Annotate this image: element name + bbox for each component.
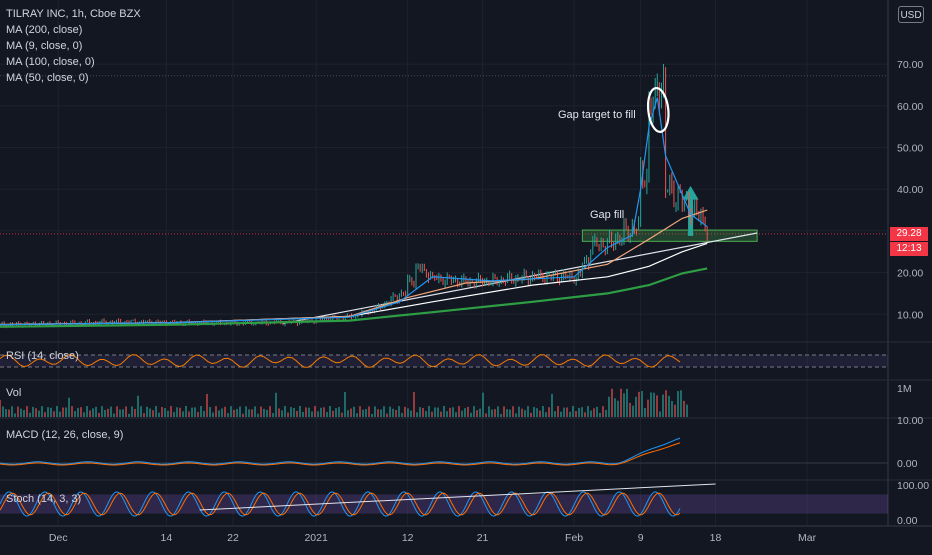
y-tick-label: 10.00 <box>897 309 923 321</box>
stoch-tick-label: 0.00 <box>897 515 918 527</box>
legend-ma-100[interactable]: MA (100, close, 0) <box>6 56 95 68</box>
price-pane: Gap target to fill Gap fill <box>0 63 888 329</box>
x-tick-label: 14 <box>161 532 173 544</box>
ma-line <box>0 97 708 326</box>
x-tick-label: 2021 <box>304 532 328 544</box>
stoch-trendline <box>199 483 716 511</box>
gap-target-annotation: Gap target to fill <box>558 109 636 121</box>
ma-line <box>0 209 708 325</box>
rsi-pane <box>0 354 888 368</box>
legend-ma-200[interactable]: MA (200, close) <box>6 24 83 36</box>
x-tick-label: Feb <box>565 532 583 544</box>
bar-countdown-badge: 12:13 <box>890 242 928 256</box>
stoch-tick-label: 100.00 <box>897 480 929 492</box>
x-tick-label: 9 <box>638 532 644 544</box>
x-tick-label: 18 <box>710 532 722 544</box>
legend-ma-9[interactable]: MA (9, close, 0) <box>6 40 83 52</box>
x-tick-label: 12 <box>402 532 414 544</box>
y-tick-label: 70.00 <box>897 59 923 71</box>
ma-line <box>0 267 708 328</box>
macd-pane: 10.00 0.00 <box>0 415 923 470</box>
x-tick-label: 22 <box>227 532 239 544</box>
gap-fill-annotation: Gap fill <box>590 209 624 221</box>
volume-axis-label: 1M <box>897 383 912 395</box>
up-arrow-head <box>682 185 699 200</box>
macd-tick-label: 0.00 <box>897 458 918 470</box>
macd-signal-line <box>0 442 681 466</box>
pane-borders <box>0 0 932 527</box>
x-tick-label: 21 <box>477 532 489 544</box>
ma-line <box>0 242 708 326</box>
stoch-k-line <box>0 491 681 517</box>
y-tick-label: 40.00 <box>897 184 923 196</box>
gap-fill-zone <box>581 229 758 242</box>
stoch-pane: 100.00 0.00 <box>0 480 929 527</box>
stoch-title[interactable]: Stoch (14, 3, 3) <box>6 493 82 505</box>
rsi-band <box>0 355 888 367</box>
legend-ma-50[interactable]: MA (50, close, 0) <box>6 72 89 84</box>
x-tick-label: Mar <box>798 532 817 544</box>
macd-title[interactable]: MACD (12, 26, close, 9) <box>6 429 124 441</box>
time-axis: Dec 14 22 2021 12 21 Feb 9 18 Mar <box>49 532 817 544</box>
grid-lines <box>0 0 888 526</box>
volume-title[interactable]: Vol <box>6 387 22 399</box>
stoch-d-line <box>0 492 681 516</box>
last-price-badge: 29.28 <box>890 227 928 241</box>
macd-tick-label: 10.00 <box>897 415 923 427</box>
gap-target-circle <box>646 86 670 133</box>
y-tick-label: 50.00 <box>897 143 923 155</box>
x-tick-label: Dec <box>49 532 68 544</box>
currency-button[interactable]: USD <box>898 6 924 23</box>
symbol-title[interactable]: TILRAY INC, 1h, Cboe BZX <box>6 8 141 20</box>
rsi-line <box>0 354 681 368</box>
y-tick-label: 20.00 <box>897 268 923 280</box>
rsi-title[interactable]: RSI (14, close) <box>6 350 79 362</box>
y-tick-label: 60.00 <box>897 101 923 113</box>
volume-pane: 1M <box>0 383 912 417</box>
macd-line <box>0 437 681 465</box>
